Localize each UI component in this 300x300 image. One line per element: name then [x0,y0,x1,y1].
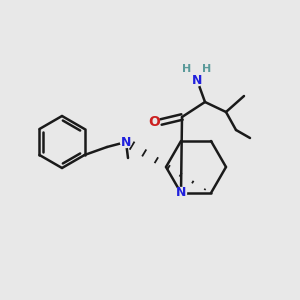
Text: H: H [182,64,192,74]
Circle shape [149,117,159,127]
Circle shape [121,136,131,148]
Circle shape [192,76,202,86]
Text: O: O [148,115,160,129]
Circle shape [176,188,187,199]
Text: N: N [192,74,202,88]
Text: N: N [121,136,131,148]
Text: H: H [202,64,211,74]
Text: N: N [176,187,186,200]
